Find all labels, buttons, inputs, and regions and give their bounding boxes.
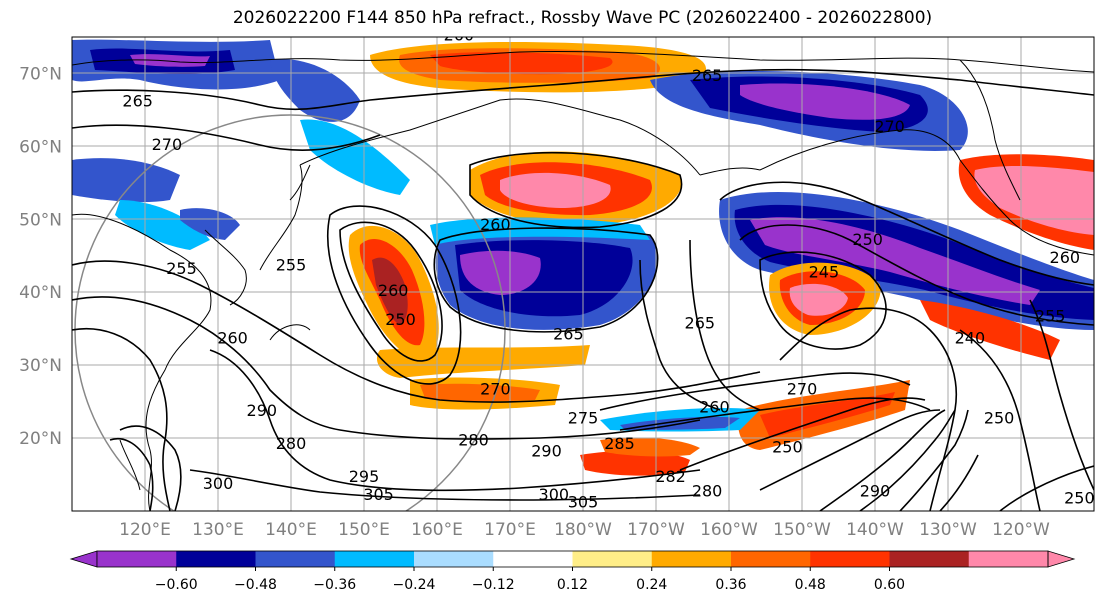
contour-label: 250 — [984, 408, 1015, 427]
colorbar-tick-label: −0.24 — [393, 577, 436, 593]
contour-label: 290 — [860, 481, 891, 500]
colorbar: −0.60 −0.48 −0.36 −0.24 −0.12 0.12 0.24 0.36 0.4… — [69, 550, 1076, 593]
longitude-tick-label: 170°E — [484, 520, 536, 540]
contour-label: 250 — [1064, 489, 1095, 508]
contour-label: 265 — [692, 66, 723, 85]
colorbar-tick-label: −0.36 — [313, 577, 356, 593]
contour-label: 300 — [203, 474, 234, 493]
map-content: 260 265 270 255 260 255 260 250 260 260 265 270 275 2… — [71, 22, 1095, 511]
colorbar-tick-label: 0.60 — [874, 577, 905, 593]
contour-label: 285 — [604, 434, 635, 453]
contour-label: 300 — [539, 485, 570, 504]
colorbar-tick-label: 0.48 — [795, 577, 826, 593]
latitude-tick-label: 40°N — [19, 283, 62, 303]
contour-label: 265 — [685, 314, 716, 333]
contour-label: 265 — [553, 325, 584, 344]
colorbar-swatch — [97, 551, 177, 567]
colorbar-swatch — [176, 551, 256, 567]
longitude-tick-label: 150°E — [338, 520, 390, 540]
colorbar-tick-label: −0.48 — [234, 577, 277, 593]
latitude-labels: 20°N 30°N 40°N 50°N 60°N 70°N — [19, 64, 62, 449]
latitude-tick-label: 50°N — [19, 210, 62, 230]
contour-label: 245 — [809, 263, 840, 282]
colorbar-tick-label: −0.60 — [155, 577, 198, 593]
colorbar-tick-label: 0.24 — [636, 577, 667, 593]
contour-label: 275 — [568, 408, 599, 427]
colorbar-swatch — [889, 551, 970, 567]
contour-label: 260 — [217, 328, 248, 347]
contour-label: 305 — [568, 492, 599, 511]
contour-label: 280 — [458, 430, 489, 449]
contour-label: 260 — [378, 281, 409, 300]
contour-label: 280 — [692, 481, 723, 500]
longitude-tick-label: 130°W — [919, 520, 977, 540]
contour-label: 280 — [276, 434, 307, 453]
longitude-labels: 120°E 130°E 140°E 150°E 160°E 170°E 180°W 170°W… — [119, 520, 1050, 540]
contour-label: 282 — [655, 467, 686, 486]
contour-label: 255 — [1035, 306, 1066, 325]
longitude-tick-label: 160°E — [411, 520, 463, 540]
contour-label: 250 — [385, 310, 416, 329]
contour-label: 290 — [247, 401, 278, 420]
contour-label: 290 — [531, 441, 562, 460]
colorbar-swatch — [334, 551, 415, 567]
latitude-tick-label: 20°N — [19, 429, 62, 449]
colorbar-tick-label: 0.36 — [715, 577, 746, 593]
contour-label: 255 — [166, 259, 197, 278]
colorbar-tick-label: −0.12 — [472, 577, 515, 593]
contour-label: 240 — [955, 328, 986, 347]
latitude-tick-label: 70°N — [19, 64, 62, 84]
longitude-tick-label: 170°W — [627, 520, 685, 540]
contour-label: 270 — [480, 379, 511, 398]
contour-labels: 260 265 270 255 260 255 260 250 260 260 265 270 275 2… — [71, 22, 1095, 511]
contour-label: 260 — [480, 215, 511, 234]
colorbar-tick-label: 0.12 — [557, 577, 588, 593]
colorbar-extend-left — [69, 550, 98, 568]
contour-label: 295 — [349, 467, 380, 486]
colorbar-swatch — [968, 551, 1049, 567]
contour-label: 270 — [787, 379, 818, 398]
longitude-tick-label: 130°E — [192, 520, 244, 540]
map-frame — [71, 36, 1095, 512]
longitude-tick-label: 160°W — [700, 520, 758, 540]
coastlines — [72, 51, 1094, 511]
contour-label: 250 — [852, 230, 883, 249]
contour-label: 260 — [444, 26, 475, 45]
colorbar-swatch — [255, 551, 336, 567]
contour-label: 305 — [363, 485, 394, 504]
colorbar-swatch — [731, 551, 811, 567]
colorbar-swatch — [810, 551, 890, 567]
contour-label: 270 — [152, 135, 183, 154]
chart-title: 2026022200 F144 850 hPa refract., Rossby… — [232, 8, 933, 28]
contour-label: 265 — [122, 91, 153, 110]
colorbar-swatch — [572, 551, 653, 567]
contour-label: 250 — [772, 438, 803, 457]
longitude-tick-label: 180°W — [554, 520, 612, 540]
longitude-tick-label: 120°W — [992, 520, 1050, 540]
contour-label: 260 — [1050, 248, 1081, 267]
contour-label: 270 — [874, 117, 905, 136]
colorbar-swatch — [493, 551, 573, 567]
colorbar-extend-right — [1047, 550, 1076, 568]
longitude-tick-label: 140°W — [846, 520, 904, 540]
latitude-tick-label: 60°N — [19, 137, 62, 157]
contour-label: 260 — [71, 22, 102, 41]
latitude-tick-label: 30°N — [19, 356, 62, 376]
contour-label: 260 — [699, 398, 730, 417]
longitude-tick-label: 150°W — [773, 520, 831, 540]
colorbar-swatch — [414, 551, 494, 567]
longitude-tick-label: 120°E — [119, 520, 171, 540]
contour-label: 255 — [276, 255, 307, 274]
longitude-tick-label: 140°E — [265, 520, 317, 540]
contour-lines — [72, 68, 1094, 511]
graticule — [72, 37, 1094, 511]
colorbar-swatch — [651, 551, 732, 567]
